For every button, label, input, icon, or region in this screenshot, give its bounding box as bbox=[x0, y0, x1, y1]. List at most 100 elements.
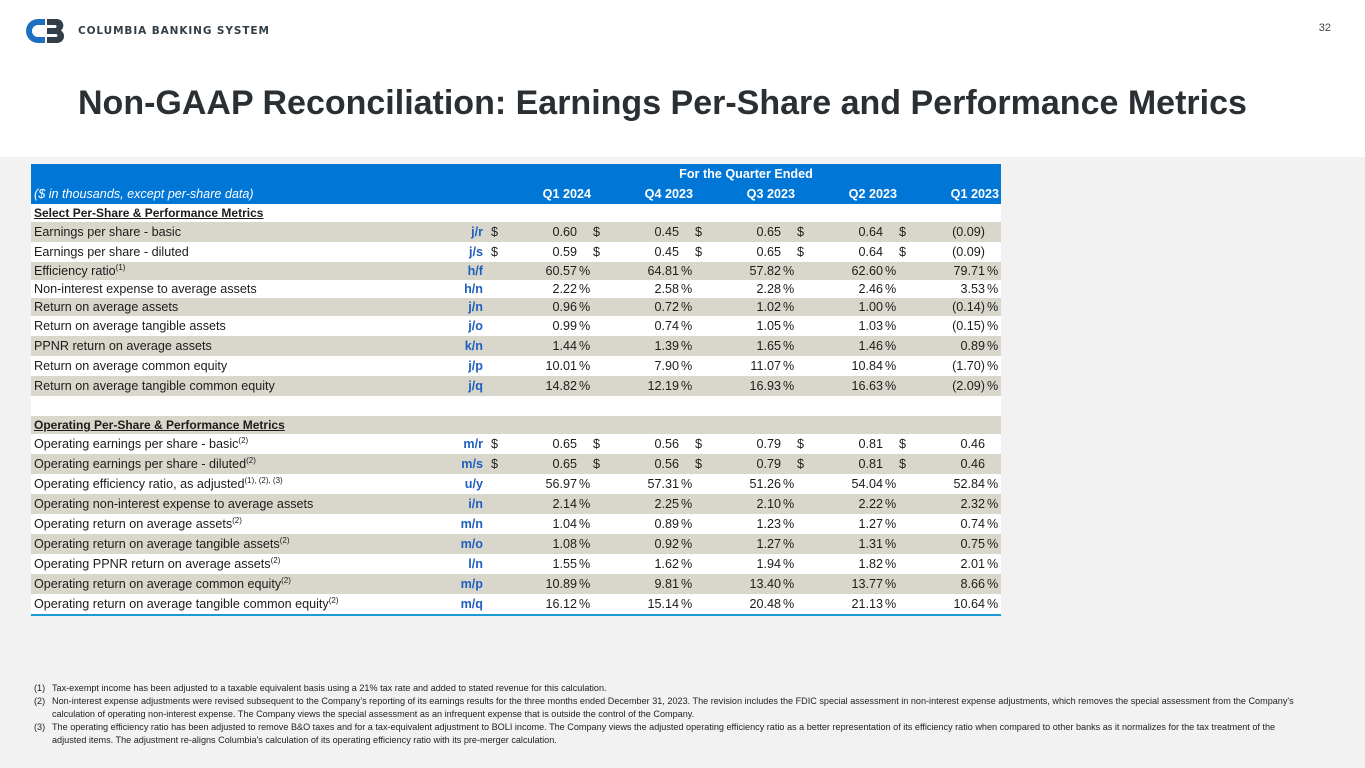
currency-symbol bbox=[695, 336, 709, 356]
percent-symbol bbox=[883, 434, 899, 454]
row-label: Return on average tangible common equity bbox=[31, 376, 433, 396]
metric-value: 0.96 bbox=[505, 298, 577, 316]
percent-symbol: % bbox=[781, 474, 797, 494]
metric-value: 12.19 bbox=[607, 376, 679, 396]
percent-symbol: % bbox=[679, 474, 695, 494]
table-row: Earnings per share - diluted j/s $0.59 $0.4… bbox=[31, 242, 1001, 262]
currency-symbol bbox=[899, 494, 913, 514]
metric-value: 0.65 bbox=[505, 434, 577, 454]
percent-symbol: % bbox=[883, 298, 899, 316]
currency-symbol bbox=[899, 554, 913, 574]
percent-symbol bbox=[883, 242, 899, 262]
table-row: Earnings per share - basic j/r $0.60 $0.45 $… bbox=[31, 222, 1001, 242]
percent-symbol: % bbox=[781, 280, 797, 298]
currency-symbol bbox=[899, 574, 913, 594]
currency-symbol bbox=[797, 594, 811, 616]
row-label: Return on average tangible assets bbox=[31, 316, 433, 336]
currency-symbol bbox=[593, 494, 607, 514]
metric-value: 1.27 bbox=[709, 534, 781, 554]
metric-value: (0.09) bbox=[913, 222, 985, 242]
currency-symbol bbox=[593, 280, 607, 298]
metric-value: 60.57 bbox=[505, 262, 577, 280]
metric-value: 0.74 bbox=[607, 316, 679, 336]
currency-symbol bbox=[593, 298, 607, 316]
percent-symbol: % bbox=[781, 376, 797, 396]
currency-symbol: $ bbox=[899, 454, 913, 474]
percent-symbol: % bbox=[985, 514, 1001, 534]
metric-value: 2.25 bbox=[607, 494, 679, 514]
currency-symbol: $ bbox=[491, 222, 505, 242]
formula-code: m/p bbox=[433, 574, 491, 594]
percent-symbol: % bbox=[577, 298, 593, 316]
metric-value: 79.71 bbox=[913, 262, 985, 280]
metric-value: 0.60 bbox=[505, 222, 577, 242]
metric-value: 0.56 bbox=[607, 434, 679, 454]
metric-value: 0.79 bbox=[709, 454, 781, 474]
metric-value: 9.81 bbox=[607, 574, 679, 594]
footnote: (2) Non-interest expense adjustments were… bbox=[34, 695, 1304, 721]
percent-symbol: % bbox=[679, 376, 695, 396]
row-label: Return on average common equity bbox=[31, 356, 433, 376]
metric-value: (1.70) bbox=[913, 356, 985, 376]
table-column-header-row: ($ in thousands, except per-share data) Q… bbox=[31, 184, 1001, 204]
metric-value: 1.08 bbox=[505, 534, 577, 554]
percent-symbol: % bbox=[679, 298, 695, 316]
metric-value: 52.84 bbox=[913, 474, 985, 494]
currency-symbol bbox=[695, 356, 709, 376]
footnote: (1) Tax-exempt income has been adjusted t… bbox=[34, 682, 1304, 695]
metric-value: 15.14 bbox=[607, 594, 679, 616]
currency-symbol bbox=[899, 594, 913, 616]
table-row: Operating return on average assets(2) m/n… bbox=[31, 514, 1001, 534]
row-label: Operating return on average tangible ass… bbox=[31, 534, 433, 554]
currency-symbol: $ bbox=[491, 434, 505, 454]
metric-value: 1.00 bbox=[811, 298, 883, 316]
row-label: Operating efficiency ratio, as adjusted(… bbox=[31, 474, 433, 494]
metric-value: 1.94 bbox=[709, 554, 781, 574]
metric-value: 10.84 bbox=[811, 356, 883, 376]
metric-value: 0.59 bbox=[505, 242, 577, 262]
currency-symbol bbox=[797, 298, 811, 316]
metric-value: (0.14) bbox=[913, 298, 985, 316]
percent-symbol: % bbox=[985, 336, 1001, 356]
currency-symbol bbox=[593, 534, 607, 554]
currency-symbol bbox=[593, 262, 607, 280]
currency-symbol: $ bbox=[797, 434, 811, 454]
metric-value: 0.65 bbox=[505, 454, 577, 474]
table-row: Non-interest expense to average assets h/… bbox=[31, 280, 1001, 298]
formula-code: j/s bbox=[433, 242, 491, 262]
currency-symbol: $ bbox=[899, 434, 913, 454]
metric-value: 0.81 bbox=[811, 454, 883, 474]
metric-value: 13.77 bbox=[811, 574, 883, 594]
percent-symbol: % bbox=[781, 534, 797, 554]
table-row: Operating return on average common equit… bbox=[31, 574, 1001, 594]
metric-value: 16.93 bbox=[709, 376, 781, 396]
formula-code: l/n bbox=[433, 554, 491, 574]
metric-value: 8.66 bbox=[913, 574, 985, 594]
footnote-ref: (2) bbox=[238, 435, 249, 445]
table-row: Operating earnings per share - basic(2) m… bbox=[31, 434, 1001, 454]
row-label: Operating return on average assets(2) bbox=[31, 514, 433, 534]
percent-symbol: % bbox=[577, 554, 593, 574]
percent-symbol: % bbox=[781, 574, 797, 594]
percent-symbol: % bbox=[679, 494, 695, 514]
currency-symbol bbox=[593, 336, 607, 356]
percent-symbol: % bbox=[883, 336, 899, 356]
percent-symbol: % bbox=[883, 534, 899, 554]
currency-symbol bbox=[797, 554, 811, 574]
percent-symbol: % bbox=[679, 316, 695, 336]
currency-symbol: $ bbox=[593, 242, 607, 262]
currency-symbol bbox=[899, 474, 913, 494]
metric-value: 57.31 bbox=[607, 474, 679, 494]
currency-symbol bbox=[491, 376, 505, 396]
percent-symbol: % bbox=[577, 514, 593, 534]
table-row: PPNR return on average assets k/n 1.44% 1.3… bbox=[31, 336, 1001, 356]
footnote: (3) The operating efficiency ratio has be… bbox=[34, 721, 1304, 747]
percent-symbol: % bbox=[883, 280, 899, 298]
currency-symbol bbox=[899, 534, 913, 554]
percent-symbol: % bbox=[883, 376, 899, 396]
metric-value: 21.13 bbox=[811, 594, 883, 616]
metric-value: 2.22 bbox=[811, 494, 883, 514]
currency-symbol bbox=[695, 534, 709, 554]
metric-value: (2.09) bbox=[913, 376, 985, 396]
metric-value: 1.55 bbox=[505, 554, 577, 574]
